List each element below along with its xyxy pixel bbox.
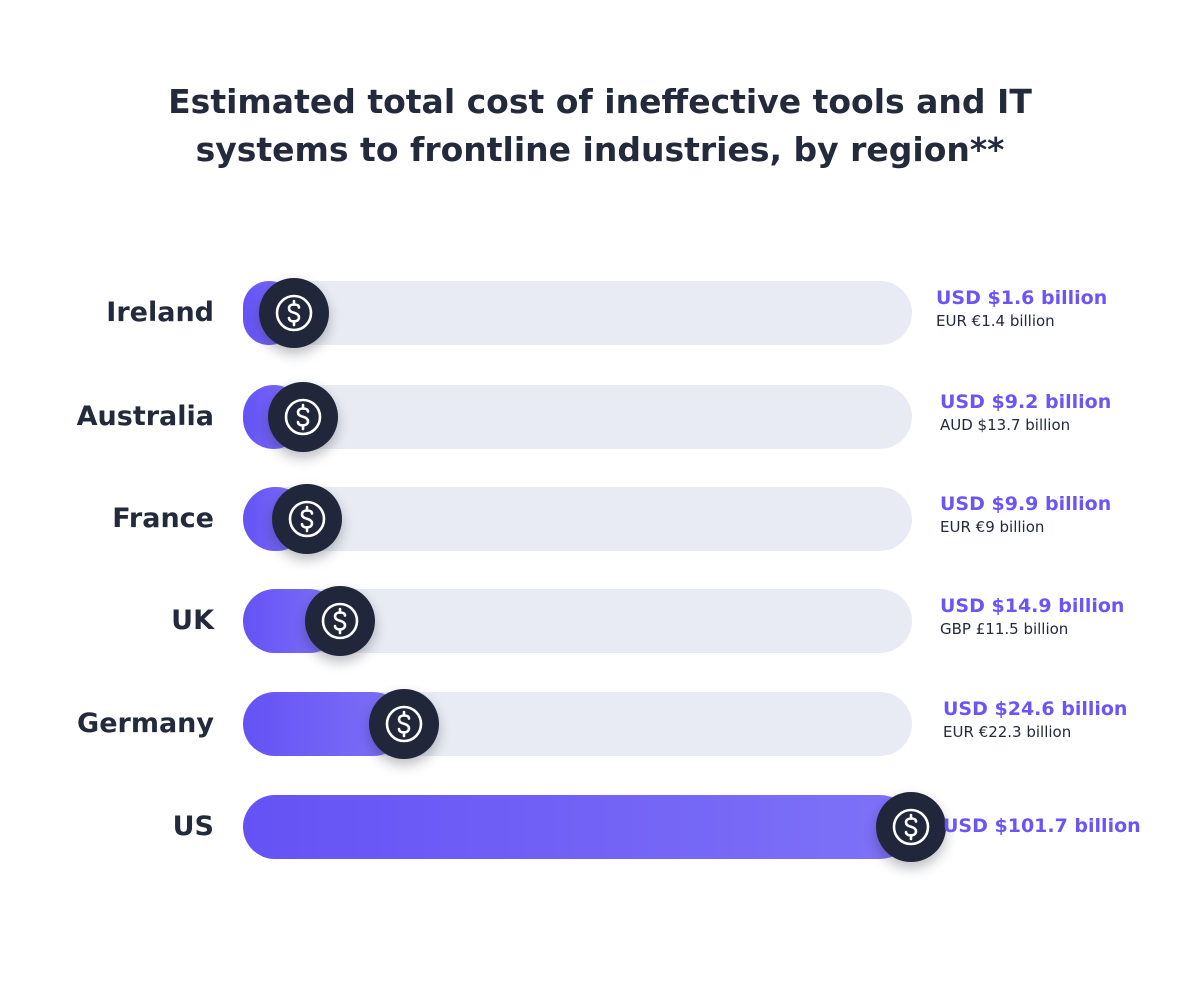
dollar-coin-marker <box>305 586 375 656</box>
bar-row: Australia USD $9.2 billion AUD $13.7 billi… <box>0 382 1200 452</box>
bar-row: US USD $101.7 billion <box>0 792 1200 862</box>
bar-track <box>243 382 912 452</box>
dollar-coin-icon <box>385 705 423 743</box>
value-label: USD $101.7 billion <box>943 813 1141 839</box>
dollar-coin-marker <box>876 792 946 862</box>
bar-track <box>243 278 912 348</box>
local-currency-value: EUR €22.3 billion <box>943 723 1072 741</box>
value-label: USD $14.9 billion GBP £11.5 billion <box>940 593 1124 639</box>
bar-row: UK USD $14.9 billion GBP £11.5 billion <box>0 586 1200 656</box>
dollar-coin-icon <box>321 602 359 640</box>
bar-track <box>243 792 946 862</box>
local-currency-value: AUD $13.7 billion <box>940 416 1071 434</box>
dollar-coin-icon <box>284 398 321 436</box>
chart-title-line-1: Estimated total cost of ineffective tool… <box>168 82 1032 121</box>
local-currency-value: EUR €9 billion <box>940 518 1045 536</box>
chart-title: Estimated total cost of ineffective tool… <box>0 78 1200 174</box>
usd-value: USD $24.6 billion <box>943 698 1128 720</box>
usd-value: USD $9.2 billion <box>940 391 1112 413</box>
bar-track <box>243 484 912 554</box>
value-label: USD $9.9 billion EUR €9 billion <box>940 491 1111 537</box>
dollar-coin-marker <box>259 278 329 348</box>
chart-title-line-2: systems to frontline industries, by regi… <box>195 130 1005 169</box>
usd-value: USD $9.9 billion <box>940 493 1112 515</box>
value-label: USD $9.2 billion AUD $13.7 billion <box>940 389 1111 435</box>
dollar-coin-marker <box>368 689 439 759</box>
bar-row: Ireland USD $1.6 billion EUR €1.4 billion <box>0 278 1200 348</box>
bar-track <box>243 586 912 656</box>
usd-value: USD $14.9 billion <box>940 595 1125 617</box>
bar <box>243 795 912 859</box>
category-label: Australia <box>76 401 214 432</box>
dollar-coin-icon <box>892 808 930 846</box>
category-label: UK <box>171 605 214 636</box>
bar-row: France USD $9.9 billion EUR €9 billion <box>0 484 1200 554</box>
usd-value: USD $101.7 billion <box>943 815 1141 837</box>
category-label: France <box>112 503 214 534</box>
dollar-coin-marker <box>267 382 338 452</box>
category-label: US <box>172 811 214 842</box>
dollar-coin-icon <box>275 294 313 332</box>
value-label: USD $1.6 billion EUR €1.4 billion <box>936 285 1107 331</box>
bar-row: Germany USD $24.6 billion EUR €22.3 billio… <box>0 689 1200 759</box>
bar-track <box>243 689 912 759</box>
local-currency-value: GBP £11.5 billion <box>940 620 1069 638</box>
category-label: Germany <box>77 708 214 739</box>
local-currency-value: EUR €1.4 billion <box>936 312 1055 330</box>
category-label: Ireland <box>106 297 214 328</box>
dollar-coin-marker <box>272 484 343 554</box>
usd-value: USD $1.6 billion <box>936 287 1108 309</box>
dollar-coin-icon <box>288 500 326 538</box>
value-label: USD $24.6 billion EUR €22.3 billion <box>943 696 1127 742</box>
